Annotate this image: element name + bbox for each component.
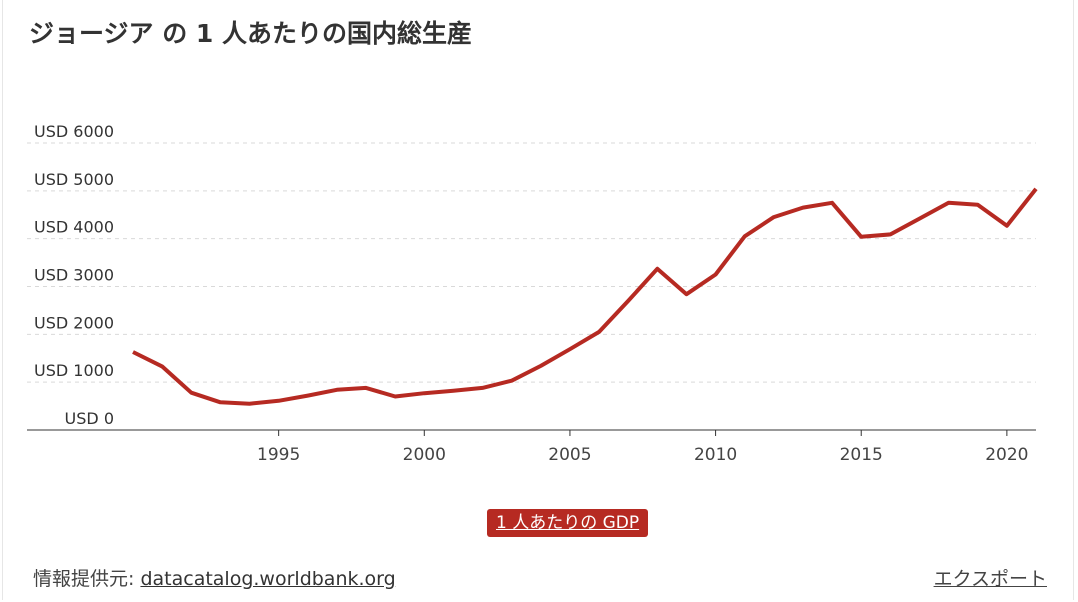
data-point	[830, 201, 834, 205]
data-point	[160, 364, 164, 368]
data-point	[917, 217, 921, 221]
source-credit: 情報提供元: datacatalog.worldbank.org	[33, 564, 396, 591]
data-point	[248, 402, 252, 406]
data-point	[218, 400, 222, 404]
data-point	[306, 394, 310, 398]
data-point	[655, 267, 659, 271]
x-tick-label: 2010	[694, 445, 737, 465]
y-tick-label: USD 0	[65, 409, 114, 428]
data-point	[1005, 224, 1009, 228]
data-point	[568, 347, 572, 351]
data-point	[277, 399, 281, 403]
y-tick-label: USD 5000	[34, 170, 114, 189]
data-point	[335, 388, 339, 392]
data-point	[1034, 187, 1038, 191]
x-tick-label: 2020	[985, 445, 1028, 465]
gridlines	[27, 142, 1036, 383]
x-tick-label: 2000	[403, 445, 446, 465]
export-link[interactable]: エクスポート	[933, 568, 1047, 590]
data-point	[539, 364, 543, 368]
chart-title: ジョージア の 1 人あたりの国内総生産	[29, 19, 473, 48]
source-prefix: 情報提供元:	[33, 568, 135, 590]
data-point	[481, 386, 485, 390]
data-point	[626, 299, 630, 303]
data-point	[947, 201, 951, 205]
data-point	[684, 292, 688, 296]
data-point	[393, 395, 397, 399]
y-tick-label: USD 4000	[34, 218, 114, 237]
data-point	[597, 330, 601, 334]
data-point	[743, 234, 747, 238]
line-chart: USD 0 USD 1000 USD 2000 USD 3000 USD 4000 USD…	[27, 122, 1038, 465]
x-tick-label: 1995	[257, 445, 300, 465]
data-point	[772, 215, 776, 219]
x-tick-label: 2015	[840, 445, 883, 465]
x-tick-label: 2005	[548, 445, 591, 465]
source-link[interactable]: datacatalog.worldbank.org	[140, 568, 396, 590]
series-layer	[131, 187, 1038, 406]
data-point	[189, 391, 193, 395]
y-tick-label: USD 1000	[34, 361, 114, 380]
data-point	[714, 273, 718, 277]
data-point	[888, 232, 892, 236]
data-point	[801, 206, 805, 210]
series-line	[132, 187, 1038, 406]
data-point	[510, 379, 514, 383]
data-point	[976, 203, 980, 207]
data-point	[451, 389, 455, 393]
data-point	[131, 350, 135, 354]
legend-series-button[interactable]: 1 人あたりの GDP	[487, 509, 649, 537]
y-tick-label: USD 6000	[34, 122, 114, 141]
data-point	[859, 235, 863, 239]
y-tick-label: USD 2000	[34, 313, 114, 332]
data-point	[422, 391, 426, 395]
data-point	[364, 386, 368, 390]
axes: USD 0 USD 1000 USD 2000 USD 3000 USD 4000 USD…	[27, 122, 1036, 465]
y-tick-label: USD 3000	[34, 266, 114, 285]
